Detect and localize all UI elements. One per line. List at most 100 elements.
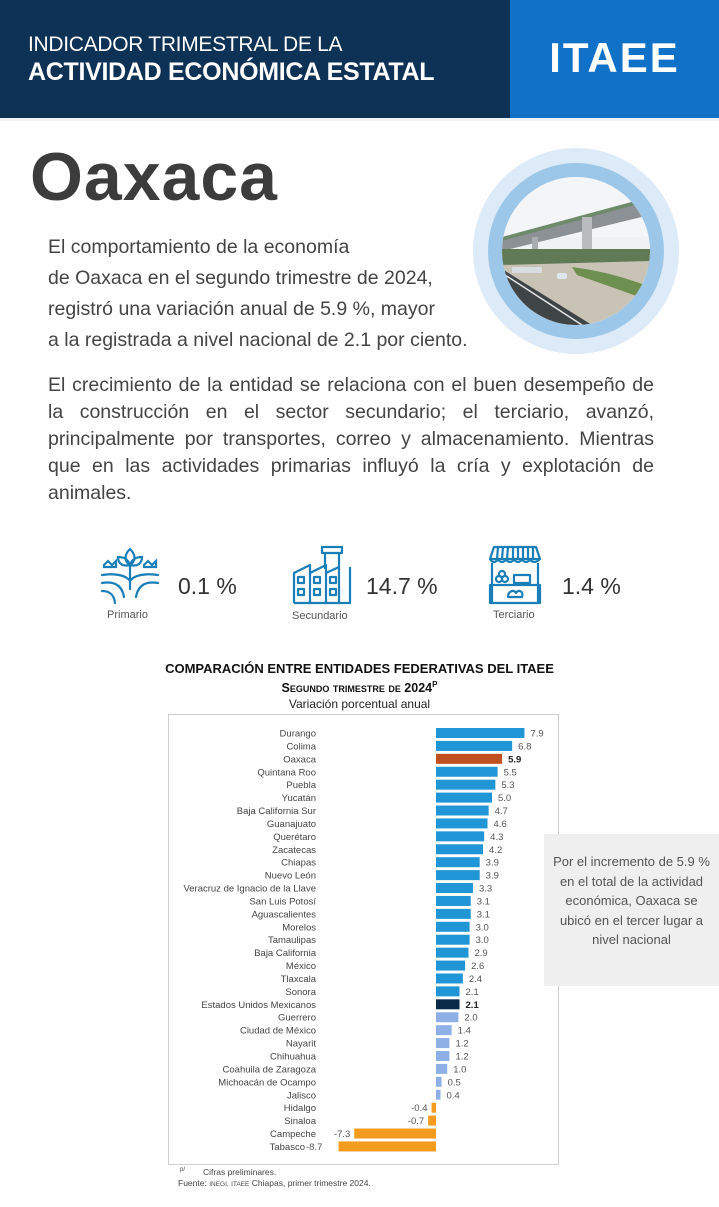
bar-m-xico [436,960,466,971]
category-label: Sinaloa [284,1116,316,1127]
bar-veracruz-de-ignacio-de-la-llave [436,883,473,894]
bar-baja-california [436,947,469,958]
source-itaee: ITAEE [231,1181,250,1188]
category-label: Michoacán de Ocampo [218,1077,316,1088]
sector-terciario-label: Terciario [493,609,535,621]
intro-line: registró una variación anual de 5.9 %, m… [48,298,435,320]
category-label: Quintana Roo [257,767,316,778]
bar-colima [436,740,513,751]
state-title: Oaxaca [30,139,278,215]
value-label: 4.6 [494,819,507,830]
sector-terciario: 1.4 % Terciario [486,545,621,621]
bar-guanajuato [436,818,488,829]
value-label: 2.1 [466,1000,480,1011]
category-label: Campeche [270,1129,316,1140]
value-label: 1.4 [458,1026,471,1037]
category-label: Nuevo León [265,871,316,882]
value-label: 3.1 [477,909,490,920]
category-label: Chihuahua [270,1052,317,1063]
intro-line: El comportamiento de la economía [48,236,350,258]
ranking-note-box: Por el incremento de 5.9 % en el total d… [544,834,719,986]
bar-jalisco [436,1089,441,1100]
category-label: Querétaro [273,832,316,843]
category-label: Colima [286,741,316,752]
category-label: Tlaxcala [281,974,317,985]
bar-baja-california-sur [436,805,489,816]
bar-campeche [354,1128,436,1139]
value-label: 3.3 [479,884,492,895]
value-label: 3.0 [476,922,489,933]
bar-tamaulipas [436,934,470,945]
bar-san-luis-potos- [436,895,471,906]
category-label: Zacatecas [272,845,316,856]
chart-frame: Durango 7.9 Colima 6.8 Oaxaca 5.9 Quintana Roo… [168,714,559,1165]
footnote-source: Fuente: INEGI, ITAEE Chiapas, primer tri… [178,1178,371,1188]
overpass-illustration [502,177,650,325]
value-label: 2.1 [466,987,479,998]
chart-subtitle-text: Segundo trimestre de 2024 [281,681,433,696]
bar-sinaloa [428,1115,436,1126]
value-label: 2.9 [474,948,487,959]
sector-primario-label: Primario [107,609,148,621]
category-label: Guerrero [278,1013,316,1024]
bar-estados-unidos-mexicanos [436,999,460,1010]
value-label: 1.0 [453,1064,466,1075]
category-label: Estados Unidos Mexicanos [201,1000,316,1011]
category-label: San Luis Potosí [249,896,316,907]
sector-secundario-value: 14.7 % [366,573,438,599]
category-label: Hidalgo [284,1103,316,1114]
bar-quintana-roo [436,766,498,777]
category-label: Aguascalientes [252,909,317,920]
intro-line: a la registrada a nivel nacional de 2.1 … [48,329,468,351]
value-label: 2.6 [471,961,484,972]
category-label: Oaxaca [283,754,316,765]
growth-explanation: El crecimiento de la entidad se relacion… [48,374,654,504]
value-label: 3.9 [486,871,499,882]
value-label: 3.0 [476,935,489,946]
header-line-2: ACTIVIDAD ECONÓMICA ESTATAL [28,58,435,86]
category-label: Jalisco [287,1090,316,1101]
category-label: Tabasco [270,1142,305,1153]
sector-secundario: 14.7 % Secundario [292,545,438,622]
ranking-note: Por el incremento de 5.9 % en el total d… [553,854,710,947]
category-label: Baja California [254,948,316,959]
category-label: Nayarit [286,1039,316,1050]
bar-zacatecas [436,844,484,855]
value-label: 7.9 [530,729,543,740]
intro-line: de Oaxaca en el segundo trimestre de 202… [48,267,433,289]
chart-subtitle: Segundo trimestre de 2024P [0,680,719,695]
value-label: 1.2 [455,1052,468,1063]
bar-yucat-n [436,792,492,803]
category-label: Chiapas [281,858,316,869]
header-divider [0,118,719,121]
value-label: 1.2 [455,1039,468,1050]
category-label: Yucatán [282,793,316,804]
value-label: 5.5 [504,767,517,778]
category-label: Puebla [286,780,316,791]
bar-nuevo-le-n [436,870,480,881]
intro-paragraph: El comportamiento de la economía de Oaxa… [48,232,468,356]
category-label: Guanajuato [267,819,316,830]
bar-nayarit [436,1038,450,1049]
bar-aguascalientes [436,908,471,919]
plant-icon [100,547,160,605]
value-label: -8.7 [306,1142,322,1153]
category-label: Ciudad de México [240,1026,316,1037]
category-label: Sonora [285,987,316,998]
footnote-preliminary: p/Cifras preliminares. [180,1167,276,1177]
sector-primario-value: 0.1 % [178,573,237,599]
sector-terciario-value: 1.4 % [562,573,621,599]
value-label: 4.2 [489,845,502,856]
factory-icon [292,545,352,605]
value-label: 3.9 [486,858,499,869]
bar-durango [436,728,525,738]
logo-panel: ITAEE [510,0,719,118]
value-label: -7.3 [334,1129,350,1140]
category-label: Tamaulipas [268,935,316,946]
source-inegi: INEGI, [209,1181,229,1188]
bar-chart: Durango 7.9 Colima 6.8 Oaxaca 5.9 Quintana Roo… [183,728,544,1153]
footnote-preliminary-text: Cifras preliminares. [203,1167,277,1177]
source-prefix: Fuente: [178,1178,207,1188]
value-label: 6.8 [518,741,531,752]
value-label: 2.0 [464,1013,477,1024]
